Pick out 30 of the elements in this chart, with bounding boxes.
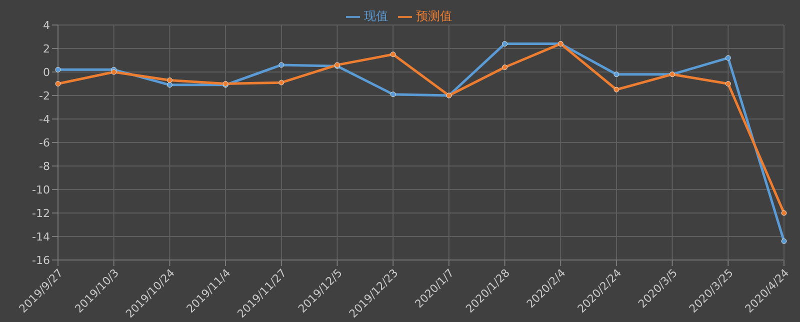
y-tick-label: -16 [32, 254, 50, 267]
point [166, 77, 172, 83]
point [781, 238, 787, 244]
point [781, 210, 787, 216]
y-tick-label: 0 [43, 66, 50, 79]
point [502, 41, 508, 47]
legend-label: 预测值 [416, 9, 452, 23]
point [614, 86, 620, 92]
point [278, 62, 284, 68]
point [725, 55, 731, 61]
point [390, 92, 396, 98]
y-tick-label: -10 [32, 183, 50, 196]
point [502, 64, 508, 70]
y-tick-label: 2 [43, 42, 50, 56]
y-tick-label: -8 [39, 160, 50, 173]
y-tick-label: -4 [39, 112, 50, 126]
y-tick-label: -14 [32, 230, 50, 244]
point [166, 82, 172, 88]
point [390, 52, 396, 58]
point [725, 81, 731, 86]
legend-label: 现值 [364, 9, 388, 23]
point [55, 81, 61, 86]
y-tick-label: -6 [39, 136, 50, 150]
point [614, 72, 620, 78]
point [278, 80, 284, 86]
y-tick-label: -2 [39, 89, 50, 102]
y-tick-label: 4 [43, 18, 50, 32]
point [55, 66, 61, 72]
point [111, 69, 117, 75]
y-tick-label: -12 [32, 206, 50, 220]
